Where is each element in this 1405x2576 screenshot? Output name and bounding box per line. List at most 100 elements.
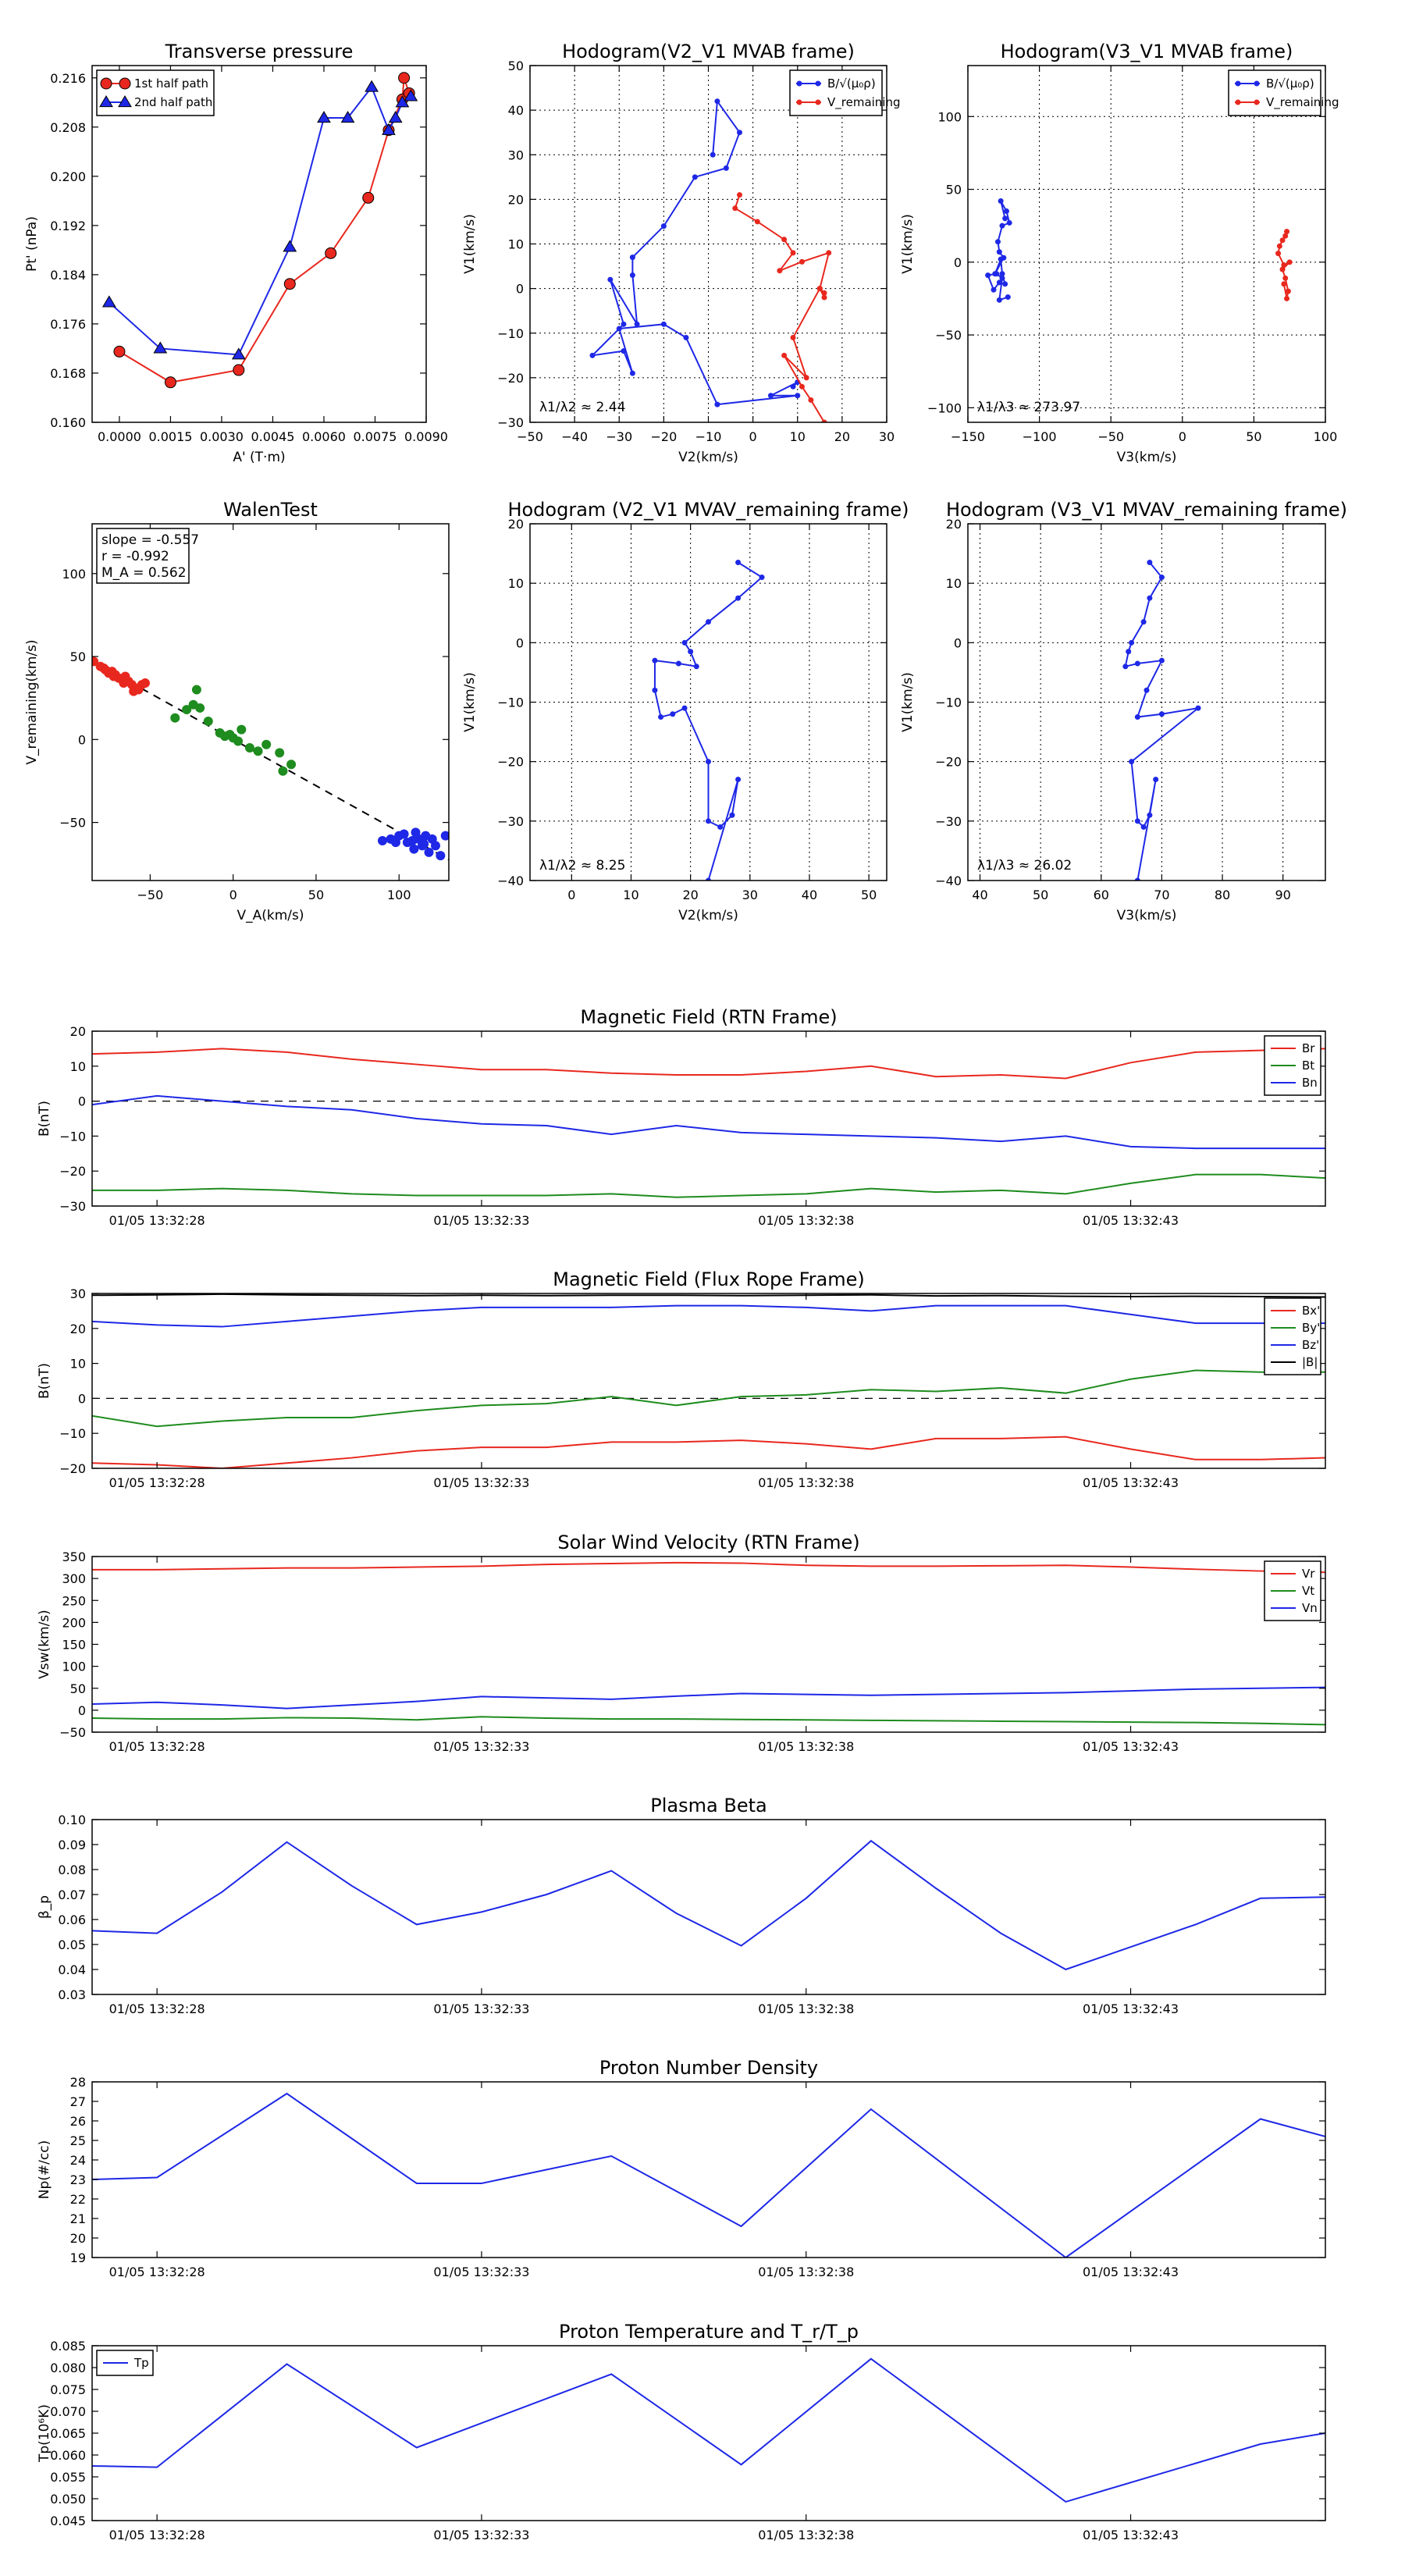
y-tick-label: 10 xyxy=(70,1357,86,1372)
series-1st-half-path-point xyxy=(362,191,375,204)
y-tick-label: 0 xyxy=(954,255,962,270)
eigenvalue-ratio-annotation: λ1/λ2 ≈ 2.44 xyxy=(539,400,625,415)
y-tick-label: 0.060 xyxy=(50,2448,86,2463)
y-axis-label: V1(km/s) xyxy=(462,214,478,274)
series-vt-line xyxy=(92,1716,1325,1726)
y-tick-label: 0.200 xyxy=(50,169,86,184)
chart-hodo2: −150 −100 −50 0 50 100 −100 −50 0 50 100 Hodogram(V… xyxy=(900,41,1339,465)
series-beta-line xyxy=(92,1839,1325,1971)
x-tick-label: 0.0060 xyxy=(302,429,346,444)
y-tick-label: 50 xyxy=(946,183,962,197)
y-tick-label: 0.05 xyxy=(58,1937,86,1952)
x-tick-label: 01/05 13:32:33 xyxy=(433,2001,529,2016)
y-tick-label: 0.085 xyxy=(50,2339,86,2354)
plot-area xyxy=(92,1293,1325,1468)
y-tick-label: 20 xyxy=(946,517,962,532)
x-tick-label: 20 xyxy=(682,888,698,902)
y-tick-label: 20 xyxy=(70,2231,86,2246)
legend-marker xyxy=(815,99,821,105)
y-tick-label: 0.184 xyxy=(50,268,86,283)
series-2nd-half-path-point xyxy=(340,110,355,123)
series-red-point xyxy=(98,663,108,673)
legend-label: By' xyxy=(1302,1321,1320,1335)
y-tick-label: 50 xyxy=(70,649,86,664)
legend-label: Br xyxy=(1302,1041,1315,1055)
series-v-remaining-point xyxy=(821,290,827,296)
y-tick-label: 0.07 xyxy=(58,1888,86,1902)
legend: B/√(μ₀ρ) V_remaining xyxy=(1228,69,1339,116)
series-v-point xyxy=(1140,619,1147,625)
y-tick-label: −40 xyxy=(497,873,524,888)
series-v-point xyxy=(681,639,688,646)
x-tick-label: 01/05 13:32:33 xyxy=(433,1213,529,1228)
series-v-remaining-point xyxy=(790,250,796,256)
series-2nd-half-path-point xyxy=(283,240,297,252)
x-tick-label: 01/05 13:32:43 xyxy=(1083,1213,1179,1228)
chart-title: Proton Number Density xyxy=(599,2057,818,2079)
legend-label: V_remaining xyxy=(827,95,901,110)
x-axis-label: V_A(km/s) xyxy=(237,908,304,923)
plot-area xyxy=(92,2357,1325,2503)
chart-hodo1: −50 −40 −30 −20 −10 0 10 20 30 −30 −20 −10 0 10 20 30 40… xyxy=(462,41,901,465)
y-tick-label: 0.176 xyxy=(50,317,86,332)
x-tick-label: 0.0000 xyxy=(98,429,141,444)
series-v-remaining-point xyxy=(732,205,738,212)
series-red-point xyxy=(119,678,129,688)
legend-label: Bt xyxy=(1302,1059,1314,1073)
y-tick-label: 0.10 xyxy=(58,1813,86,1827)
x-tick-label: 80 xyxy=(1215,888,1230,902)
series-v-point xyxy=(706,818,711,824)
y-tick-label: 26 xyxy=(70,2114,86,2129)
y-tick-label: 10 xyxy=(508,237,524,252)
legend-marker xyxy=(100,77,112,90)
y-tick-label: −30 xyxy=(935,814,962,829)
series-green-point xyxy=(253,746,263,756)
series-green-point xyxy=(191,685,201,695)
series-green-point xyxy=(261,739,272,749)
series-vr-line xyxy=(92,1561,1325,1574)
y-tick-label: 0.080 xyxy=(50,2361,86,2375)
x-tick-label: 0.0090 xyxy=(404,429,448,444)
x-tick-label: 01/05 13:32:38 xyxy=(758,2001,854,2016)
legend-marker xyxy=(118,95,132,108)
series-v-remaining-point xyxy=(1284,229,1290,235)
legend-label: 1st half path xyxy=(134,76,208,91)
legend: 1st half path 2nd half path xyxy=(96,69,215,116)
series-b--point xyxy=(1003,208,1009,215)
eigenvalue-ratio-annotation: λ1/λ3 ≈ 26.02 xyxy=(977,858,1072,873)
series-2nd-half-path-point xyxy=(365,80,379,92)
y-tick-label: 20 xyxy=(70,1322,86,1336)
x-tick-label: 01/05 13:32:33 xyxy=(433,1475,529,1490)
series-v-point xyxy=(735,560,742,566)
series-v-remaining-point xyxy=(781,352,788,358)
series-v-point xyxy=(652,687,658,693)
legend-box xyxy=(789,69,883,116)
y-tick-label: −20 xyxy=(497,755,524,770)
x-tick-label: 01/05 13:32:43 xyxy=(1083,1475,1179,1490)
y-tick-label: 50 xyxy=(508,59,524,73)
plot-area xyxy=(985,197,1293,303)
x-tick-label: 0.0015 xyxy=(148,429,192,444)
chart-title: Transverse pressure xyxy=(165,41,354,62)
series-b--point xyxy=(991,286,997,293)
x-tick-label: 30 xyxy=(742,888,758,902)
x-tick-label: 01/05 13:32:38 xyxy=(758,1739,854,1754)
series-v-point xyxy=(658,714,664,720)
y-axis-label: Np(#/cc) xyxy=(37,2140,52,2199)
series-v-remaining-point xyxy=(781,237,788,243)
x-tick-label: 100 xyxy=(1314,429,1338,444)
series-v-remaining-point xyxy=(1279,266,1286,272)
axes-frame xyxy=(91,2081,1326,2258)
y-tick-label: 24 xyxy=(70,2153,86,2168)
chart-beta: 01/05 13:32:28 01/05 13:32:33 01/05 13:32:… xyxy=(37,1795,1326,2016)
x-tick-label: 0 xyxy=(567,888,575,902)
series-blue-point xyxy=(390,838,400,848)
series-green-point xyxy=(244,742,254,753)
series-2nd-half-path-point xyxy=(404,89,418,101)
legend-marker xyxy=(796,99,802,105)
legend-marker xyxy=(1254,99,1260,105)
y-tick-label: 30 xyxy=(508,148,524,162)
y-tick-label: 0.04 xyxy=(58,1962,86,1977)
y-tick-label: −10 xyxy=(497,326,524,341)
series-v-point xyxy=(1158,575,1165,581)
